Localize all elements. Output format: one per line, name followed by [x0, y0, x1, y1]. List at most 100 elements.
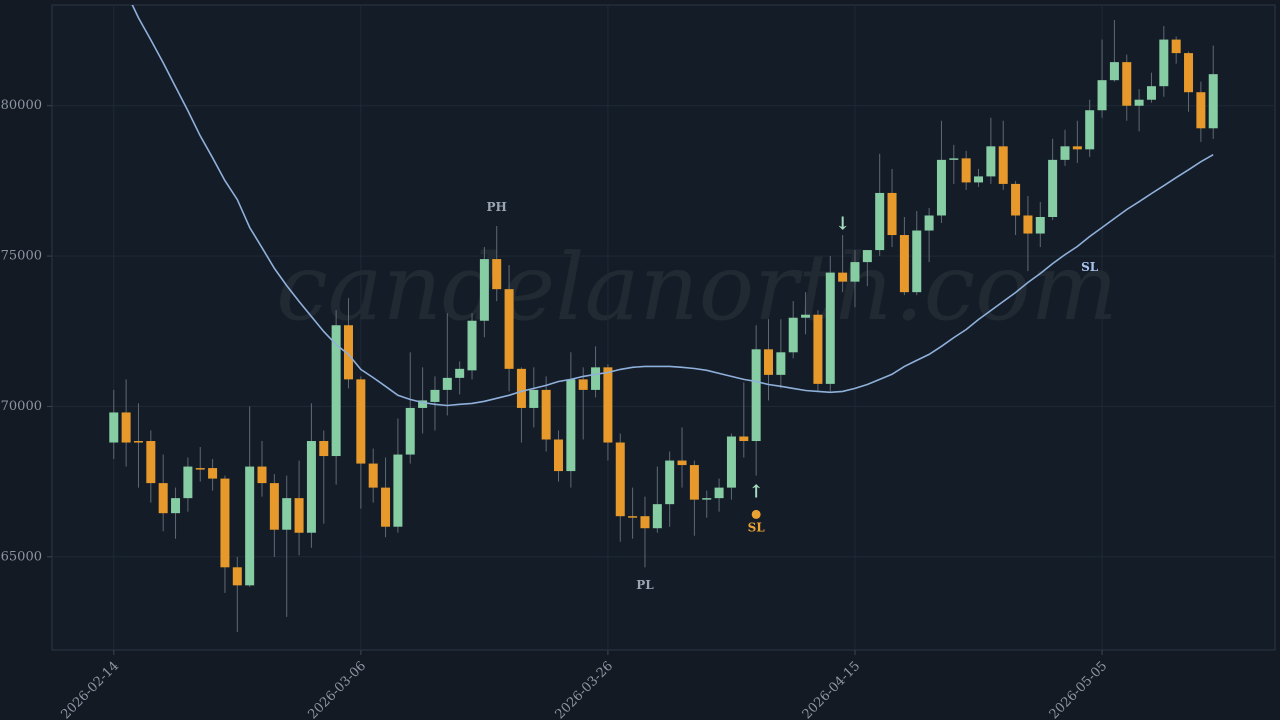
candle-body	[788, 317, 798, 353]
candle-body	[1159, 39, 1169, 87]
candle-body	[368, 463, 378, 488]
candle-body	[109, 412, 119, 443]
candle-body	[405, 407, 415, 455]
candle-body	[1208, 74, 1218, 129]
watermark: candelanorth.com	[276, 234, 1117, 341]
y-tick-label: 70000	[1, 399, 42, 414]
plot-area	[51, 4, 1276, 651]
candle-body	[331, 325, 341, 457]
annotation: SL	[748, 521, 766, 535]
candle-body	[1134, 99, 1144, 106]
candle-body	[739, 436, 749, 442]
candle-body	[492, 259, 502, 290]
candle-body	[516, 368, 526, 408]
candle-body	[232, 567, 242, 586]
candle-body	[1011, 183, 1021, 216]
candle-body	[418, 400, 428, 408]
candle-body	[665, 460, 675, 505]
candle-body	[751, 349, 761, 442]
candle-body	[936, 159, 946, 216]
plot	[52, 5, 1275, 650]
candle-body	[257, 466, 267, 484]
candle-body	[171, 498, 181, 514]
candle-body	[776, 352, 786, 375]
candle-body	[949, 158, 959, 160]
y-tick-label: 80000	[1, 98, 42, 113]
candle-body	[591, 367, 601, 390]
candle-body	[121, 412, 131, 443]
annotation: PH	[487, 200, 507, 214]
annotation: PL	[636, 578, 654, 592]
candle-body	[541, 389, 551, 440]
candle-body	[615, 442, 625, 517]
candle-body	[813, 314, 823, 384]
candle-body	[899, 235, 909, 293]
candle-body	[455, 368, 465, 378]
candle-body	[974, 176, 984, 183]
candle-body	[1146, 86, 1156, 100]
candle-body	[529, 389, 539, 408]
moving-average	[131, 5, 1214, 407]
candle-body	[356, 379, 366, 464]
candle-body	[158, 483, 168, 514]
candle-body	[1035, 216, 1045, 234]
candle-body	[479, 259, 489, 321]
candle-body	[146, 441, 156, 484]
candle-body	[245, 466, 255, 586]
candle-body	[1196, 92, 1206, 129]
annotation: ↓	[835, 214, 850, 235]
candle-body	[764, 349, 774, 375]
candle-body	[1097, 80, 1107, 111]
candle-body	[689, 465, 699, 500]
candle-body	[566, 379, 576, 472]
candle-body	[1060, 146, 1070, 160]
candle-body	[801, 314, 811, 318]
candle-body	[504, 289, 514, 369]
annotation-dot	[751, 509, 761, 519]
candle-body	[1023, 215, 1033, 234]
candle-body	[1122, 62, 1132, 106]
candle-body	[1184, 53, 1194, 93]
annotation: ↑	[749, 481, 764, 502]
candle-body	[677, 460, 687, 466]
candle-body	[306, 441, 316, 533]
candle-body	[430, 389, 440, 402]
candle-body	[183, 466, 193, 499]
candle-body	[961, 158, 971, 183]
candle-body	[578, 379, 588, 390]
candle-body	[875, 192, 885, 251]
candle-body	[195, 468, 205, 470]
candle-body	[343, 325, 353, 380]
candle-body	[924, 215, 934, 231]
candle-body	[986, 146, 996, 177]
y-tick-label: 65000	[1, 549, 42, 564]
candle-body	[862, 250, 872, 263]
candle-body	[850, 262, 860, 282]
candle-body	[282, 498, 292, 530]
candle-body	[640, 516, 650, 529]
candle-body	[133, 441, 143, 443]
candle-body	[887, 192, 897, 236]
candle-body	[381, 487, 391, 527]
candle-body	[208, 468, 218, 479]
candle-body	[553, 439, 563, 472]
candle-body	[628, 516, 638, 518]
candle-body	[838, 272, 848, 282]
candle-body	[603, 367, 613, 443]
candle-body	[319, 441, 329, 457]
candle-body	[726, 436, 736, 488]
candle-body	[702, 498, 712, 500]
annotation: SL	[1081, 260, 1099, 274]
candle-body	[1048, 159, 1058, 217]
candle-body	[442, 377, 452, 390]
candle-body	[1109, 62, 1119, 81]
candle-body	[652, 504, 662, 529]
candle-body	[714, 487, 724, 499]
y-tick-label: 75000	[1, 249, 42, 264]
candle-body	[1085, 110, 1095, 150]
candle-body	[393, 454, 403, 527]
candle-body	[294, 498, 304, 533]
candle-body	[825, 272, 835, 384]
candle-body	[1072, 146, 1082, 150]
